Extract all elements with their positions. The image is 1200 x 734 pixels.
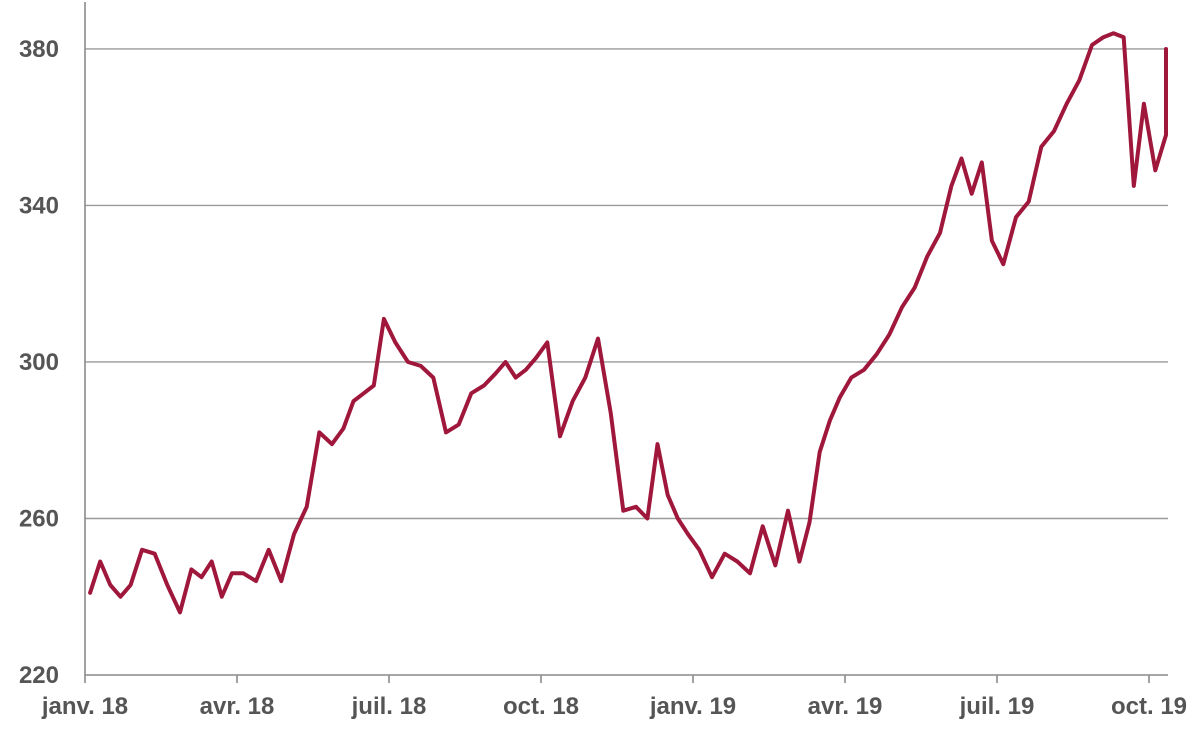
y-tick-label: 340 (19, 192, 59, 219)
y-tick-label: 300 (19, 349, 59, 376)
x-tick-label: oct. 18 (503, 693, 579, 720)
x-tick-labels: janv. 18 avr. 18 juil. 18 oct. 18 janv. 19 av… (41, 675, 1187, 720)
gridlines (85, 48, 1168, 520)
y-tick-label: 220 (19, 662, 59, 689)
series-line (88, 31, 1168, 615)
axes (84, 2, 1168, 676)
x-tick-label: juil. 18 (351, 693, 427, 720)
x-tick-label: avr. 18 (200, 693, 275, 720)
x-tick-label: juil. 19 (959, 693, 1035, 720)
y-tick-labels: 220 260 300 340 380 (19, 36, 59, 689)
x-tick-label: avr. 19 (808, 693, 883, 720)
x-tick-label: janv. 19 (649, 693, 736, 720)
y-tick-label: 380 (19, 36, 59, 63)
x-tick-label: oct. 19 (1111, 693, 1187, 720)
x-tick-label: janv. 18 (41, 693, 128, 720)
y-tick-label: 260 (19, 505, 59, 532)
series-layer (88, 31, 1168, 615)
